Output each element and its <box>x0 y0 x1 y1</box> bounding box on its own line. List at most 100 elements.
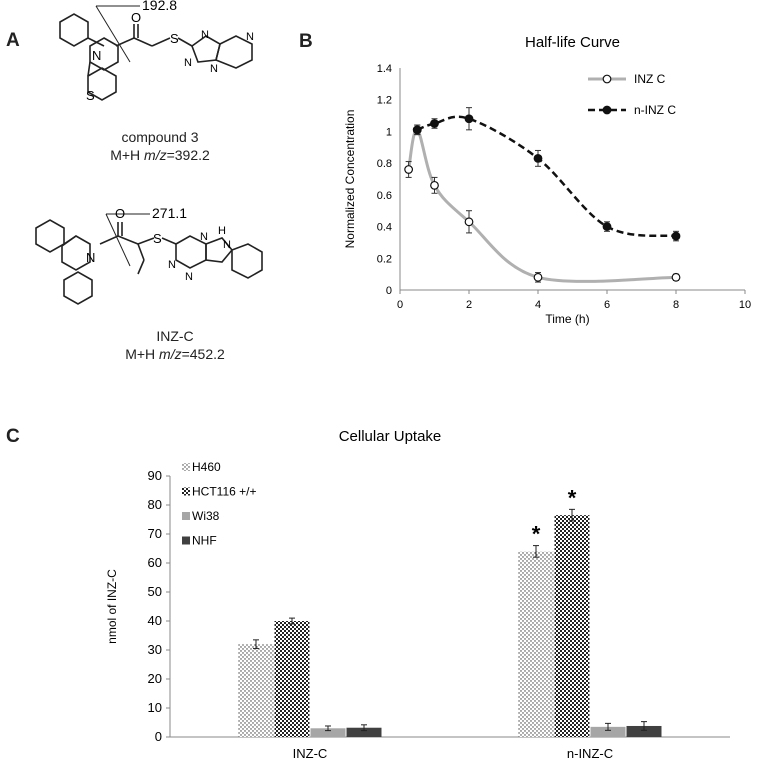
chart-b-y-tick-label: 0.4 <box>377 222 392 234</box>
chart-b-point <box>671 231 681 241</box>
c3-atom-o: O <box>131 10 141 25</box>
chart-c-title: Cellular Uptake <box>339 428 442 445</box>
inzc-mz: M+H m/z=452.2 <box>125 346 225 362</box>
chart-b-point <box>430 119 439 128</box>
chart-c-y-tick-label: 20 <box>148 671 162 686</box>
inzc-atom-nh-n: N <box>223 239 231 251</box>
panel-label-a: A <box>6 30 20 51</box>
inzc-benzene <box>231 243 263 279</box>
chart-b-x-tick-label: 10 <box>739 299 751 311</box>
chart-c-category-label: n-INZ-C <box>567 746 613 761</box>
c3-left-top-ring <box>59 13 89 47</box>
c3-atom-s-chain: S <box>170 31 179 46</box>
chart-c-legend-swatch <box>182 536 190 545</box>
c3-atom-n3: N <box>210 63 218 75</box>
chart-b-series-line-0 <box>407 128 677 283</box>
inzc-atom-s: S <box>153 231 162 246</box>
inzc-mid-ring <box>61 235 91 271</box>
chart-b-y-tick-label: 1.2 <box>377 95 392 107</box>
chart-b-point <box>412 125 422 135</box>
chart-c-legend-swatch <box>182 487 190 496</box>
chart-b-point <box>464 114 474 124</box>
chart-b-point <box>533 272 543 282</box>
chart-c-significance-marker: * <box>532 522 541 547</box>
chart-c-y-tick-label: 70 <box>148 526 162 541</box>
inzc-pyrrole <box>205 237 234 263</box>
chart-b-legend-label: INZ C <box>634 72 666 86</box>
inzc-top-ring <box>35 219 65 253</box>
chart-c-legend-swatch <box>182 512 190 520</box>
chart-c-y-tick-label: 90 <box>148 468 162 483</box>
chart-c-y-tick-label: 30 <box>148 642 162 657</box>
chart-b-x-tick-label: 2 <box>466 299 472 311</box>
chart-c-y-tick-label: 50 <box>148 584 162 599</box>
chart-b-point <box>602 222 612 231</box>
half-life-chart: Half-life Curve 0 0.2 0.4 0.6 0.8 1 1.2 1.4 0 2 4 6 8… <box>343 34 751 326</box>
chart-c-y-tick-label: 10 <box>148 700 162 715</box>
c3-right-ring <box>89 37 119 71</box>
chart-b-x-tick-label: 6 <box>604 299 610 311</box>
c3-atom-n4: N <box>246 31 254 43</box>
chart-c-y-tick-label: 60 <box>148 555 162 570</box>
inzc-name: INZ-C <box>156 328 194 344</box>
chart-c-legend-label: Wi38 <box>192 509 220 523</box>
chart-b-y-label: Normalized Concentration <box>343 110 357 249</box>
chart-c-legend-label: H460 <box>192 460 221 474</box>
chart-b-legend-marker <box>602 74 612 84</box>
chart-b-y-tick-label: 0.2 <box>377 253 392 265</box>
chart-b-x-tick-label: 4 <box>535 299 541 311</box>
chart-c-bar <box>554 515 590 737</box>
chart-b-y-tick-label: 0.6 <box>377 190 392 202</box>
chart-c-legend-label: HCT116 +/+ <box>192 485 256 499</box>
inzc-atom-n2: N <box>185 271 193 283</box>
compound3-mz: M+H m/z=392.2 <box>110 147 210 163</box>
chart-c-y-label: nmol of INZ-C <box>105 569 119 644</box>
chart-c-bar <box>626 725 662 737</box>
chart-c-bar <box>310 728 346 737</box>
chart-b-y-tick-label: 0 <box>386 285 392 297</box>
chart-c-category-label: INZ-C <box>293 746 328 761</box>
inzc-atom-n1: N <box>168 259 176 271</box>
chart-c-y-tick-label: 0 <box>155 729 162 744</box>
c3-atom-s-ring: S <box>86 88 95 103</box>
chemical-structures: N O S S N N N N 192.8 N O S N N N H N 27… <box>35 0 263 305</box>
c3-atom-n: N <box>92 48 101 63</box>
chart-c-y-tick-label: 80 <box>148 497 162 512</box>
panel-label-c: C <box>6 426 20 447</box>
inzc-atom-n: N <box>86 250 95 265</box>
cellular-uptake-chart: Cellular Uptake 0 10 20 30 40 50 60 70 80 90 nmol o… <box>105 428 730 761</box>
chart-c-legend-label: NHF <box>192 534 217 548</box>
chart-b-y-tick-label: 1 <box>386 126 392 138</box>
chart-b-point <box>533 153 543 163</box>
inzc-fragment-mass: 271.1 <box>152 205 187 221</box>
chart-b-point <box>430 180 439 190</box>
c3-fragment-mass: 192.8 <box>142 0 177 13</box>
chart-b-y-tick-label: 1.4 <box>377 63 392 75</box>
chart-c-significance-marker: * <box>568 485 577 510</box>
chart-c-bar <box>590 726 626 737</box>
inzc-caption: INZ-C M+H m/z=452.2 <box>110 327 240 363</box>
c3-pyrimidine <box>215 35 253 69</box>
chart-c-bar <box>274 621 310 737</box>
chart-c-bar <box>238 644 274 737</box>
c3-atom-n1: N <box>201 29 209 41</box>
panel-label-b: B <box>299 31 313 52</box>
chart-b-legend-marker <box>602 105 612 115</box>
compound3-name: compound 3 <box>121 129 199 145</box>
compound3-caption: compound 3 M+H m/z=392.2 <box>80 128 240 164</box>
chart-c-bar <box>518 551 554 737</box>
chart-b-x-label: Time (h) <box>545 312 589 326</box>
chart-b-series-line-1 <box>416 115 677 238</box>
inzc-atom-nh-h: H <box>218 225 226 237</box>
chart-b-x-tick-label: 0 <box>397 299 403 311</box>
inzc-bottom-ring <box>63 271 93 305</box>
chart-b-point <box>464 217 474 227</box>
chart-c-y-tick-label: 40 <box>148 613 162 628</box>
inzc-atom-n3: N <box>200 231 208 243</box>
chart-b-point <box>404 165 414 174</box>
chart-b-y-tick-label: 0.8 <box>377 158 392 170</box>
chart-c-bar <box>346 727 382 737</box>
chart-b-point <box>671 272 681 282</box>
chart-b-x-tick-label: 8 <box>673 299 679 311</box>
c3-atom-n2: N <box>184 57 192 69</box>
